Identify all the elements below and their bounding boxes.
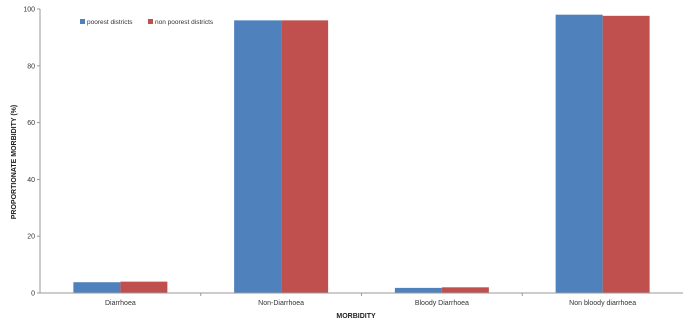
bar-non-poorest-4 <box>602 15 650 293</box>
x-category-labels: Diarrhoea Non-Diarrhoea Bloody Diarrhoea No… <box>105 293 636 307</box>
bar-poorest-4 <box>555 14 603 294</box>
legend-swatch-poorest <box>80 19 85 24</box>
y-ticks: 0 20 40 60 80 100 <box>23 7 40 298</box>
y-tick-label: 100 <box>23 7 35 14</box>
bar-non-poorest-3 <box>441 287 489 293</box>
x-category-label: Non-Diarrhoea <box>258 300 304 307</box>
x-category-label: Bloody Diarrhoea <box>415 300 469 307</box>
x-axis-title: MORBIDITY <box>336 313 376 320</box>
x-category-label: Non bloody diarrhoea <box>569 300 636 307</box>
y-axis-title: PROPORTIONATE MORBIDITY (%) <box>11 105 18 219</box>
legend-label-non-poorest: non poorest districts <box>155 19 214 26</box>
y-tick-label: 60 <box>27 120 35 127</box>
bar-poorest-1 <box>73 282 121 293</box>
legend-swatch-non-poorest <box>148 19 153 24</box>
bar-non-poorest-2 <box>281 20 329 294</box>
x-category-label: Diarrhoea <box>105 300 136 307</box>
y-tick-label: 80 <box>27 63 35 70</box>
legend: poorest districts non poorest districts <box>80 19 214 26</box>
bar-poorest-3 <box>394 287 442 293</box>
y-tick-label: 20 <box>27 234 35 241</box>
bar-poorest-2 <box>234 20 282 294</box>
y-tick-label: 0 <box>31 291 35 298</box>
legend-label-poorest: poorest districts <box>87 19 133 26</box>
bar-non-poorest-1 <box>120 281 168 293</box>
bars-layer <box>73 14 650 294</box>
y-tick-label: 40 <box>27 177 35 184</box>
